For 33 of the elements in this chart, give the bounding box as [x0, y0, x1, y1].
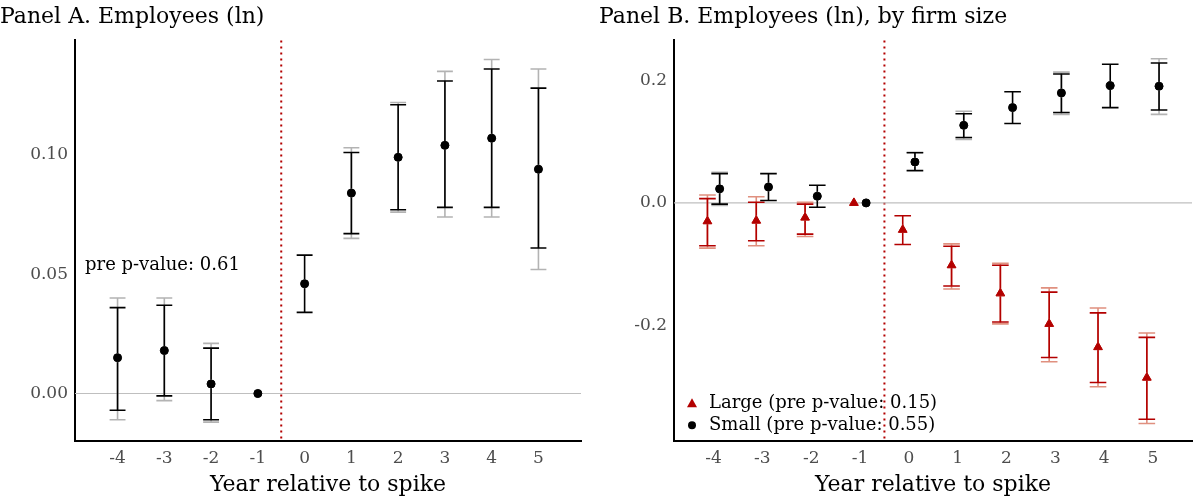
x-tick-label: 0	[299, 446, 311, 467]
legend-label: Large (pre p-value: 0.15)	[709, 390, 938, 412]
y-tick-label: 0.05	[30, 262, 68, 283]
x-tick-label: 4	[486, 446, 498, 467]
y-tick-label: -0.2	[634, 313, 667, 334]
chart-title: Panel B. Employees (ln), by firm size	[599, 2, 1008, 28]
x-tick-label: 2	[1001, 446, 1012, 467]
x-tick-label: 3	[439, 446, 451, 467]
chart-title: Panel A. Employees (ln)	[0, 2, 265, 28]
y-tick-label: 0.2	[639, 69, 667, 90]
x-tick-label: -1	[249, 446, 267, 467]
x-tick-label: 1	[345, 446, 357, 467]
x-tick-label: 5	[1147, 446, 1159, 467]
x-tick-label: -1	[851, 446, 869, 467]
y-tick-label: 0.0	[639, 191, 667, 212]
x-tick-label: -3	[754, 446, 771, 467]
x-tick-label: 0	[903, 446, 915, 467]
x-tick-label: -2	[802, 446, 820, 467]
x-tick-label: 3	[1049, 446, 1061, 467]
x-tick-label: -4	[109, 446, 126, 467]
x-tick-label: 1	[952, 446, 964, 467]
x-axis-title: Year relative to spike	[813, 470, 1052, 496]
y-tick-label: 0.00	[30, 381, 68, 402]
x-tick-label: -3	[156, 446, 173, 467]
x-tick-label: -4	[705, 446, 722, 467]
legend-label: Small (pre p-value: 0.55)	[709, 412, 936, 434]
annotation: pre p-value: 0.61	[85, 252, 240, 274]
x-tick-label: -2	[202, 446, 220, 467]
x-tick-label: 5	[533, 446, 544, 467]
x-tick-label: 4	[1098, 446, 1110, 467]
y-tick-label: 0.10	[30, 143, 68, 164]
x-axis-title: Year relative to spike	[208, 470, 447, 496]
x-tick-label: 2	[392, 446, 404, 467]
